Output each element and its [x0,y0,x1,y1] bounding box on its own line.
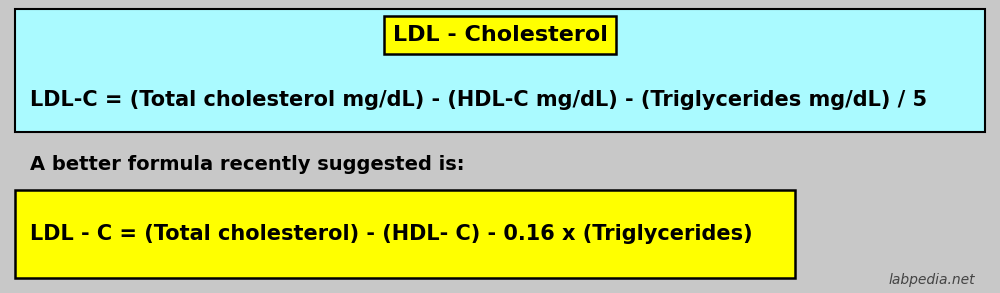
Text: LDL - Cholesterol: LDL - Cholesterol [393,25,607,45]
Text: LDL-C = (Total cholesterol mg/dL) - (HDL-C mg/dL) - (Triglycerides mg/dL) / 5: LDL-C = (Total cholesterol mg/dL) - (HDL… [30,90,927,110]
Text: labpedia.net: labpedia.net [888,273,975,287]
FancyBboxPatch shape [15,190,795,278]
Text: LDL - C = (Total cholesterol) - (HDL- C) - 0.16 x (Triglycerides): LDL - C = (Total cholesterol) - (HDL- C)… [30,224,753,244]
FancyBboxPatch shape [15,9,985,132]
Text: A better formula recently suggested is:: A better formula recently suggested is: [30,155,464,173]
